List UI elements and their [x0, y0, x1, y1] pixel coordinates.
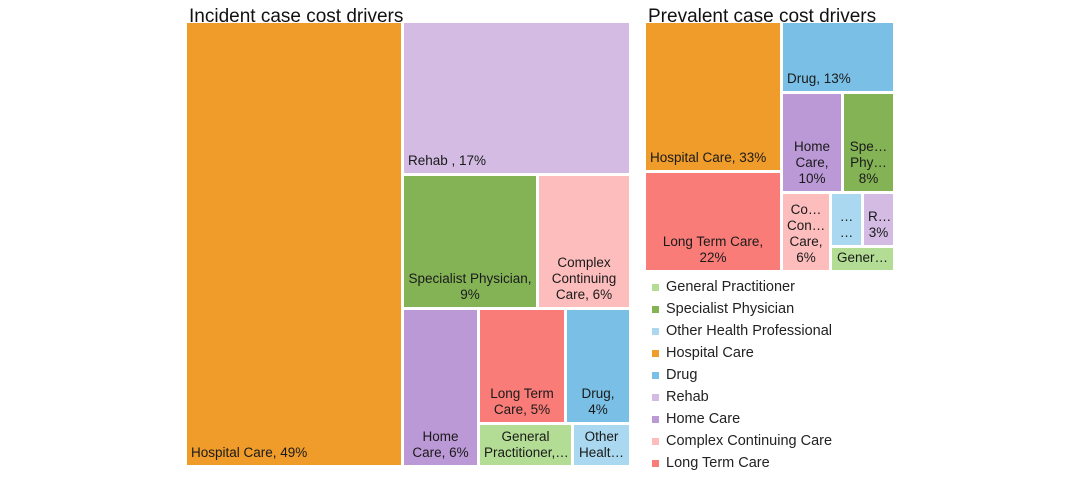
- tile-other-health-professional: … …: [832, 194, 861, 245]
- tile-specialist-physician: Spe… Phy… 8%: [844, 94, 893, 191]
- tile-label: Long Term Care, 22%: [662, 234, 764, 265]
- legend-label: Other Health Professional: [666, 323, 833, 339]
- tile-specialist-physician: Specialist Physician, 9%: [404, 176, 536, 307]
- tile-label: Spe… Phy… 8%: [849, 139, 888, 186]
- legend-label: Drug: [666, 367, 698, 383]
- legend-item: Rehab: [652, 386, 832, 408]
- tile-rehab: Rehab , 17%: [404, 23, 629, 173]
- incident-chart-title: Incident case cost drivers: [189, 6, 404, 27]
- tile-label: Home Care, 10%: [793, 139, 830, 186]
- tile-label: R… 3%: [868, 209, 892, 240]
- legend-item: Other Health Professional: [652, 320, 832, 342]
- tile-label: Hospital Care, 49%: [191, 445, 308, 460]
- tile-label: Gener…: [836, 250, 889, 265]
- legend-swatch-icon: [652, 459, 659, 467]
- legend-label: Long Term Care: [666, 455, 770, 471]
- tile-label: … …: [839, 209, 854, 240]
- tile-complex-continuing-care: Co… Con… Care, 6%: [783, 194, 829, 270]
- tile-label: Co… Con… Care, 6%: [787, 202, 826, 265]
- tile-label: Complex Continuing Care, 6%: [551, 255, 617, 302]
- tile-complex-continuing-care: Complex Continuing Care, 6%: [539, 176, 629, 307]
- legend-label: Rehab: [666, 389, 709, 405]
- tile-home-care: Home Care, 10%: [783, 94, 841, 191]
- legend-label: Complex Continuing Care: [666, 433, 833, 449]
- tile-label: Home Care, 6%: [412, 429, 469, 460]
- legend-swatch-icon: [652, 393, 659, 401]
- legend-swatch-icon: [652, 305, 659, 313]
- tile-label: Rehab , 17%: [408, 153, 487, 168]
- tile-label: Hospital Care, 33%: [650, 150, 767, 165]
- legend-swatch-icon: [652, 283, 659, 291]
- legend-label: Home Care: [666, 411, 741, 427]
- legend-swatch-icon: [652, 349, 659, 357]
- tile-general-practitioner: General Practitioner,…: [480, 425, 571, 465]
- prevalent-chart-title: Prevalent case cost drivers: [648, 6, 877, 27]
- legend: General Practitioner Specialist Physician…: [652, 276, 832, 474]
- tile-long-term-care: Long Term Care, 22%: [646, 173, 780, 270]
- tile-label: Drug, 4%: [581, 386, 615, 417]
- legend-item: Hospital Care: [652, 342, 832, 364]
- legend-item: Complex Continuing Care: [652, 430, 832, 452]
- tile-general-practitioner: Gener…: [832, 248, 893, 270]
- tile-other-health-professional: Other Healt…: [574, 425, 629, 465]
- tile-label: General Practitioner,…: [484, 429, 569, 460]
- legend-swatch-icon: [652, 371, 659, 379]
- legend-item: Specialist Physician: [652, 298, 832, 320]
- legend-label: General Practitioner: [666, 279, 795, 295]
- legend-swatch-icon: [652, 437, 659, 445]
- legend-item: General Practitioner: [652, 276, 832, 298]
- tile-home-care: Home Care, 6%: [404, 310, 477, 465]
- legend-label: Specialist Physician: [666, 301, 795, 317]
- legend-item: Long Term Care: [652, 452, 832, 474]
- tile-label: Long Term Care, 5%: [490, 386, 554, 417]
- legend-item: Home Care: [652, 408, 832, 430]
- tile-drug: Drug, 13%: [783, 23, 893, 91]
- tile-label: Drug, 13%: [787, 71, 851, 86]
- tile-hospital-care: Hospital Care, 33%: [646, 23, 780, 170]
- tile-drug: Drug, 4%: [567, 310, 629, 422]
- tile-long-term-care: Long Term Care, 5%: [480, 310, 564, 422]
- tile-label: Specialist Physician, 9%: [408, 271, 532, 302]
- legend-item: Drug: [652, 364, 832, 386]
- tile-rehab: R… 3%: [864, 194, 893, 245]
- legend-swatch-icon: [652, 327, 659, 335]
- tile-hospital-care: Hospital Care, 49%: [187, 23, 401, 465]
- tile-label: Other Healt…: [578, 429, 624, 460]
- legend-label: Hospital Care: [666, 345, 754, 361]
- legend-swatch-icon: [652, 415, 659, 423]
